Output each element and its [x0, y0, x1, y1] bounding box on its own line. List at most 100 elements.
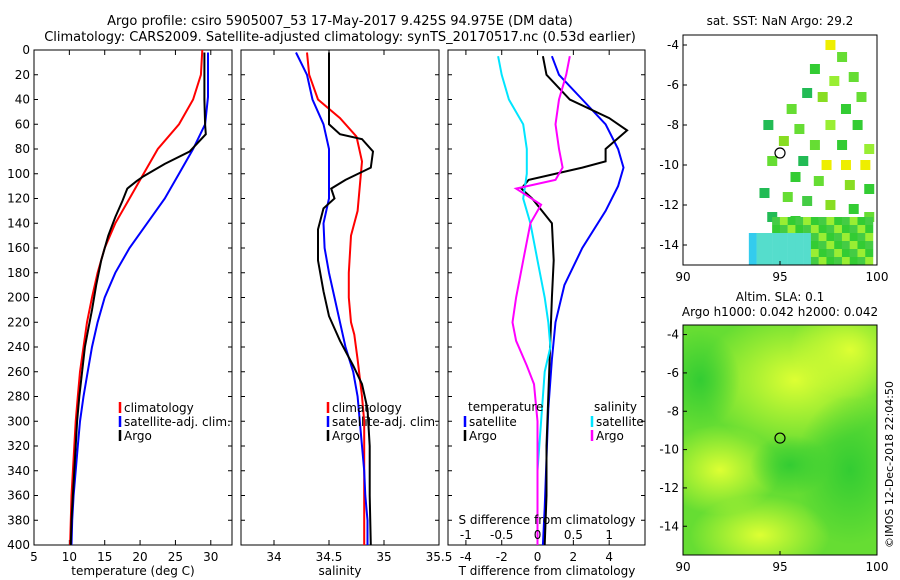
y-tick-label: 300: [7, 414, 30, 428]
sst-map-panel: sat. SST: NaN Argo: 29.2 90 95 100 -4 -6 -8 -…: [659, 14, 888, 284]
map-x-tick-label: 90: [675, 560, 690, 574]
sst-data-cell: [844, 180, 855, 190]
t-difference-xlabel: T difference from climatology: [458, 564, 636, 578]
sst-data-cell: [782, 192, 793, 202]
series-line-temperature-argo: [520, 56, 629, 545]
sst-data-cell: [857, 241, 866, 249]
sla-map-title-line1: Altim. SLA: 0.1: [736, 290, 824, 304]
temperature-legend: climatology satellite-adj. clim. Argo: [118, 401, 231, 443]
y-tick-label: 200: [7, 291, 30, 305]
series-line-salinity-satellite: [497, 56, 552, 545]
y-tick-label: 340: [7, 464, 30, 478]
sst-data-cell: [772, 249, 781, 257]
y-tick-label: 240: [7, 340, 30, 354]
sst-data-cell: [756, 249, 765, 257]
sst-data-cell: [826, 217, 835, 225]
sst-data-cell: [795, 257, 804, 265]
second-x-tick-label: -1: [460, 528, 472, 542]
sst-data-cell: [787, 225, 796, 233]
sst-data-cell: [748, 233, 757, 241]
sst-data-cell: [779, 257, 788, 265]
legend-label-sal-satellite: satellite: [596, 415, 644, 429]
sla-map-low-patch: [683, 330, 740, 430]
sst-data-cell: [841, 249, 850, 257]
x-tick-label: 35.5: [426, 550, 453, 564]
sst-data-cell: [802, 88, 813, 98]
sst-data-cell: [865, 217, 874, 225]
sst-data-cell: [857, 249, 866, 257]
map-y-tick-label: -6: [667, 78, 679, 92]
sst-data-cell: [764, 233, 773, 241]
legend-label-climatology: climatology: [332, 401, 402, 415]
x-tick-label: 30: [203, 550, 218, 564]
legend-label-climatology: climatology: [124, 401, 194, 415]
sst-data-cell: [818, 233, 827, 241]
sst-data-cell: [829, 76, 840, 86]
sst-data-cell: [834, 225, 843, 233]
sla-map-high-patch: [790, 325, 877, 400]
x-tick-label: -2: [496, 550, 508, 564]
sst-data-cell: [865, 257, 874, 265]
y-tick-label: 40: [15, 93, 30, 107]
sst-data-cell: [825, 120, 836, 130]
sst-data-cell: [748, 257, 757, 265]
sst-data-cell: [818, 249, 827, 257]
y-tick-label: 400: [7, 538, 30, 552]
sst-data-cell: [764, 241, 773, 249]
x-tick-label: 20: [132, 550, 147, 564]
sst-data-cell: [803, 241, 812, 249]
sst-data-cell: [767, 156, 778, 166]
sst-data-cell: [756, 257, 765, 265]
x-tick-label: 2: [570, 550, 578, 564]
sst-data-cell: [763, 120, 774, 130]
sst-data-cell: [798, 156, 809, 166]
sst-data-cell: [795, 249, 804, 257]
legend-label-satellite: satellite-adj. clim.: [124, 415, 231, 429]
map-y-tick-label: -10: [659, 158, 679, 172]
map-y-tick-label: -12: [659, 481, 679, 495]
y-tick-label: 60: [15, 117, 30, 131]
legend-title-salinity: salinity: [594, 400, 637, 414]
temperature-xlabel: temperature (deg C): [71, 564, 194, 578]
sst-data-cell: [795, 241, 804, 249]
sst-data-cell: [857, 217, 866, 225]
sst-data-cell: [795, 217, 804, 225]
sst-data-cell: [794, 124, 805, 134]
sst-data-cell: [779, 249, 788, 257]
sst-data-cell: [837, 140, 848, 150]
series-line-satellite-adj-clim-: [295, 52, 369, 545]
sst-data-cell: [848, 72, 859, 82]
series-line-climatology: [69, 50, 204, 545]
second-x-tick-label: 0.5: [564, 528, 583, 542]
map-y-tick-label: -12: [659, 198, 679, 212]
sst-data-cell: [841, 217, 850, 225]
sst-data-cell: [756, 241, 765, 249]
sst-data-cell: [834, 241, 843, 249]
map-y-tick-label: -4: [667, 328, 679, 342]
sst-data-cell: [809, 64, 820, 74]
sst-data-cell: [818, 225, 827, 233]
sst-data-cell: [857, 257, 866, 265]
sst-data-cell: [759, 188, 770, 198]
y-tick-label: 220: [7, 315, 30, 329]
sst-data-cell: [826, 257, 835, 265]
sst-data-cell: [865, 233, 874, 241]
series-line-temperature-satellite: [541, 55, 625, 545]
sst-data-cell: [857, 233, 866, 241]
sst-data-cell: [849, 257, 858, 265]
sst-data-cell: [834, 257, 843, 265]
y-tick-label: 360: [7, 489, 30, 503]
map-y-tick-label: -14: [659, 238, 679, 252]
sst-data-cell: [764, 249, 773, 257]
map-x-tick-label: 100: [866, 270, 889, 284]
sst-data-cell: [787, 217, 796, 225]
y-tick-label: 160: [7, 241, 30, 255]
y-tick-label: 320: [7, 439, 30, 453]
x-tick-label: 35: [376, 550, 391, 564]
sst-data-cell: [834, 233, 843, 241]
x-tick-label: 5: [30, 550, 38, 564]
sst-data-cell: [849, 241, 858, 249]
x-tick-label: 34.5: [316, 550, 343, 564]
sst-data-cell: [826, 225, 835, 233]
sst-map-title: sat. SST: NaN Argo: 29.2: [707, 14, 854, 28]
